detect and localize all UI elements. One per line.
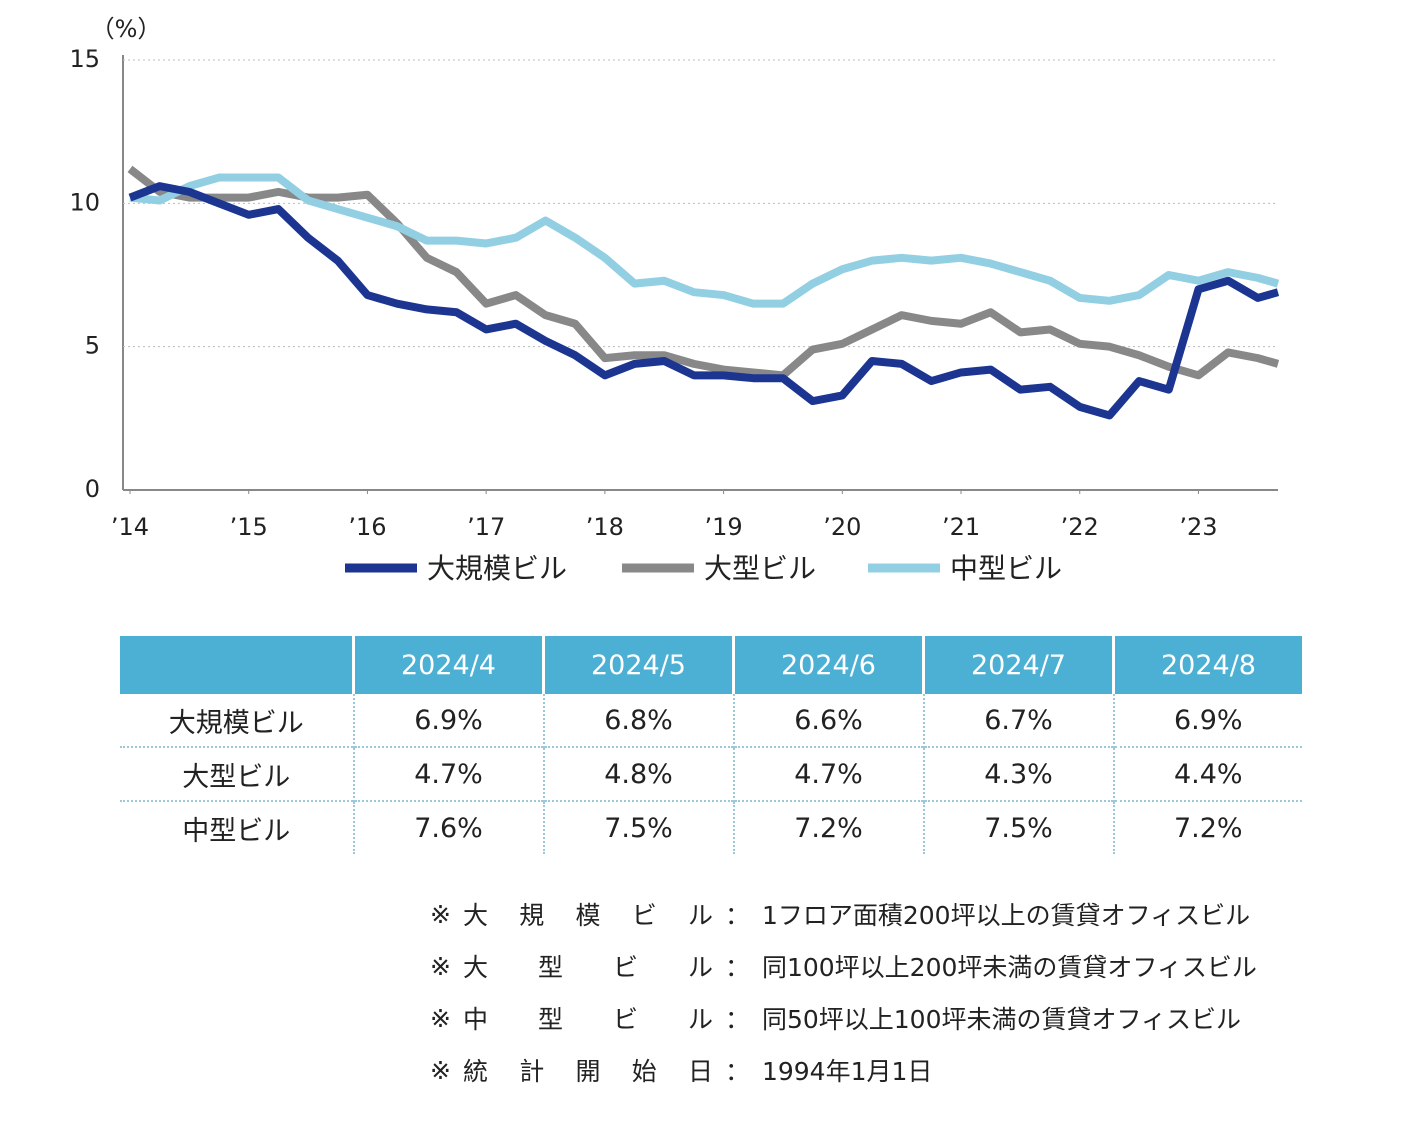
legend-label: 大型ビル [704,552,816,585]
line-series [128,182,1280,420]
legend-label: 大規模ビル [427,552,567,585]
table-cell: 6.9% [352,694,544,747]
row-label: 大型ビル [120,746,354,801]
x-tick-label: ’20 [823,513,861,541]
note: ※ 統計開始日 ： 1994年1月1日 [430,1044,1257,1096]
table-cell: 6.6% [732,694,924,747]
note-separator: ： [724,1005,750,1034]
x-tick-label: ’17 [467,513,505,541]
table-row: 大規模ビル 6.9% 6.8% 6.6% 6.7% 6.9% [120,694,1302,747]
note-mark: ※ [430,899,451,929]
note-text: 1フロア面積200坪以上の賃貸オフィスビル [761,901,1251,930]
note-text: 同100坪以上200坪未満の賃貸オフィスビル [761,953,1257,982]
table-cell: 7.5% [922,800,1114,854]
row-label: 中型ビル [120,800,354,854]
y-tick-label: 15 [69,45,100,73]
note: ※ 大型ビル ： 同100坪以上200坪未満の賃貸オフィスビル [430,940,1257,992]
note-separator: ： [724,953,750,982]
note-mark: ※ [430,1055,451,1085]
x-tick-label: ’21 [942,513,980,541]
x-tick-label: ’19 [705,513,743,541]
y-axis-label: （%） [91,15,162,43]
x-tick-label: ’22 [1061,513,1099,541]
note-text: 同50坪以上100坪未満の賃貸オフィスビル [761,1005,1241,1034]
table-cell: 4.7% [352,746,544,801]
table-header-cell: 2024/5 [542,636,734,694]
table-cell: 4.8% [542,746,734,801]
table-row: 中型ビル 7.6% 7.5% 7.2% 7.5% 7.2% [120,800,1302,854]
note-separator: ： [724,1057,750,1086]
note-label: 大規模ビル [462,901,713,930]
table-cell: 7.5% [542,800,734,854]
table-cell: 6.8% [542,694,734,747]
legend-label: 中型ビル [950,552,1062,585]
table-cell: 7.2% [732,800,924,854]
table: 2024/4 2024/5 2024/6 2024/7 2024/8 大規模ビル 6.9% 6… [120,636,1302,854]
row-label: 大規模ビル [168,707,304,739]
note-label: 大型ビル [462,953,713,982]
note-label: 統計開始日 [462,1057,713,1086]
table-row: 大型ビル 4.7% 4.8% 4.7% 4.3% 4.4% [120,746,1302,801]
x-tick-label: ’16 [348,513,386,541]
line-series [129,173,1280,308]
x-tick-label: ’18 [586,513,624,541]
table-header-cell: 2024/6 [732,636,924,694]
table-header-cell: 2024/7 [922,636,1114,694]
x-tick-label: ’23 [1179,513,1217,541]
note-separator: ： [724,901,750,930]
table-header-cell: 2024/8 [1112,636,1302,694]
chart: （%） 0 5 10 15 ’14 ’15 ’16 ’17 ’18 ’19 ’20 ’21 ’22 ’23… [69,15,1280,585]
note: ※ 大規模ビル ： 1フロア面積200坪以上の賃貸オフィスビル [430,888,1257,940]
table-corner [120,636,354,694]
x-tick-label: ’14 [111,513,149,541]
table-header-cell: 2024/4 [352,636,544,694]
y-tick-label: 10 [69,188,100,216]
note-mark: ※ [430,1003,451,1033]
note-text: 1994年1月1日 [761,1057,933,1086]
table-cell: 4.7% [732,746,924,801]
table-cell: 4.3% [922,746,1114,801]
table-cell: 7.6% [352,800,544,854]
note-label: 中型ビル [462,1005,713,1034]
x-tick-label: ’15 [230,513,268,541]
table-cell: 6.9% [1112,694,1302,747]
table-cell: 4.4% [1112,746,1302,801]
table-cell: 6.7% [922,694,1114,747]
table-cell: 7.2% [1112,800,1302,854]
y-tick-label: 5 [85,332,100,360]
line-series [127,165,1280,380]
note-mark: ※ [430,951,451,981]
y-tick-label: 0 [85,475,100,503]
notes: ※ 大規模ビル ： 1フロア面積200坪以上の賃貸オフィスビル ※ 大型ビル ： 同100坪以… [430,888,1257,1096]
table-header-row: 2024/4 2024/5 2024/6 2024/7 2024/8 [120,636,1302,694]
note: ※ 中型ビル ： 同50坪以上100坪未満の賃貸オフィスビル [430,992,1257,1044]
